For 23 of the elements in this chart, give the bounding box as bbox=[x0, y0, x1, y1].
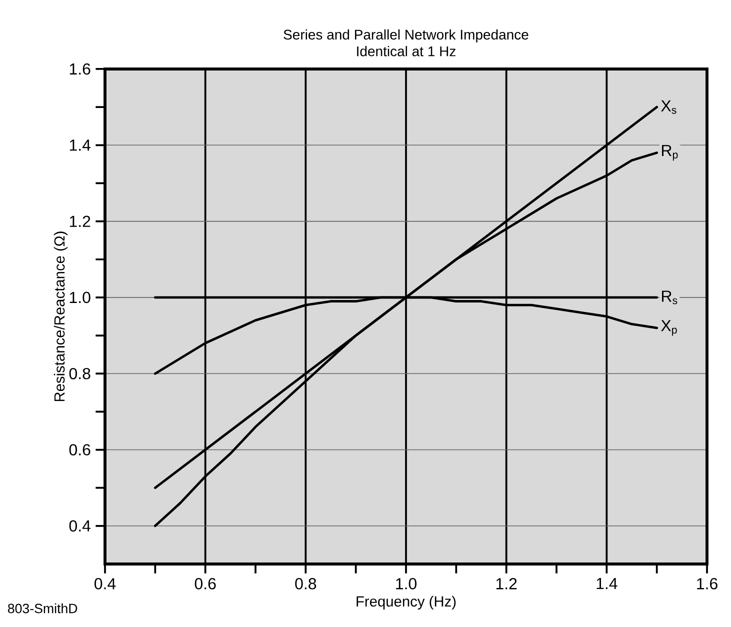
x-tick-label: 0.4 bbox=[94, 578, 116, 590]
x-tick-label: 0.8 bbox=[295, 578, 316, 590]
y-tick-label: 1.2 bbox=[70, 216, 90, 227]
y-tick-label: 1.0 bbox=[70, 292, 90, 304]
x-tick-label: 1.6 bbox=[697, 578, 718, 590]
series-label: R$_{p}$ bbox=[662, 144, 678, 161]
chart-title: Series and Parallel Network Impedance bbox=[284, 29, 528, 42]
x-tick-label: 1.0 bbox=[396, 578, 417, 590]
chart-subtitle: Identical at 1 Hz bbox=[357, 46, 456, 56]
y-tick-label: 0.6 bbox=[69, 444, 90, 456]
series-label: R$_{s}$ bbox=[662, 290, 678, 304]
y-tick-label: 1.6 bbox=[70, 63, 90, 75]
series-label: X$_{s}$ bbox=[661, 100, 676, 114]
y-tick-label: 0.8 bbox=[69, 368, 90, 380]
x-tick-label: 1.4 bbox=[596, 578, 618, 590]
x-tick-label: 1.2 bbox=[496, 578, 517, 590]
x-tick-label: 0.6 bbox=[194, 578, 216, 590]
series-label: X$_{p}$ bbox=[661, 320, 677, 336]
x-axis-title: Frequency (Hz) bbox=[356, 596, 456, 610]
y-tick-label: 0.4 bbox=[69, 520, 90, 532]
text: 803-SmithD bbox=[8, 603, 78, 614]
y-tick-label: 1.4 bbox=[70, 140, 90, 151]
y-axis-title: Resistance/Reactance (Ω) bbox=[54, 232, 68, 402]
